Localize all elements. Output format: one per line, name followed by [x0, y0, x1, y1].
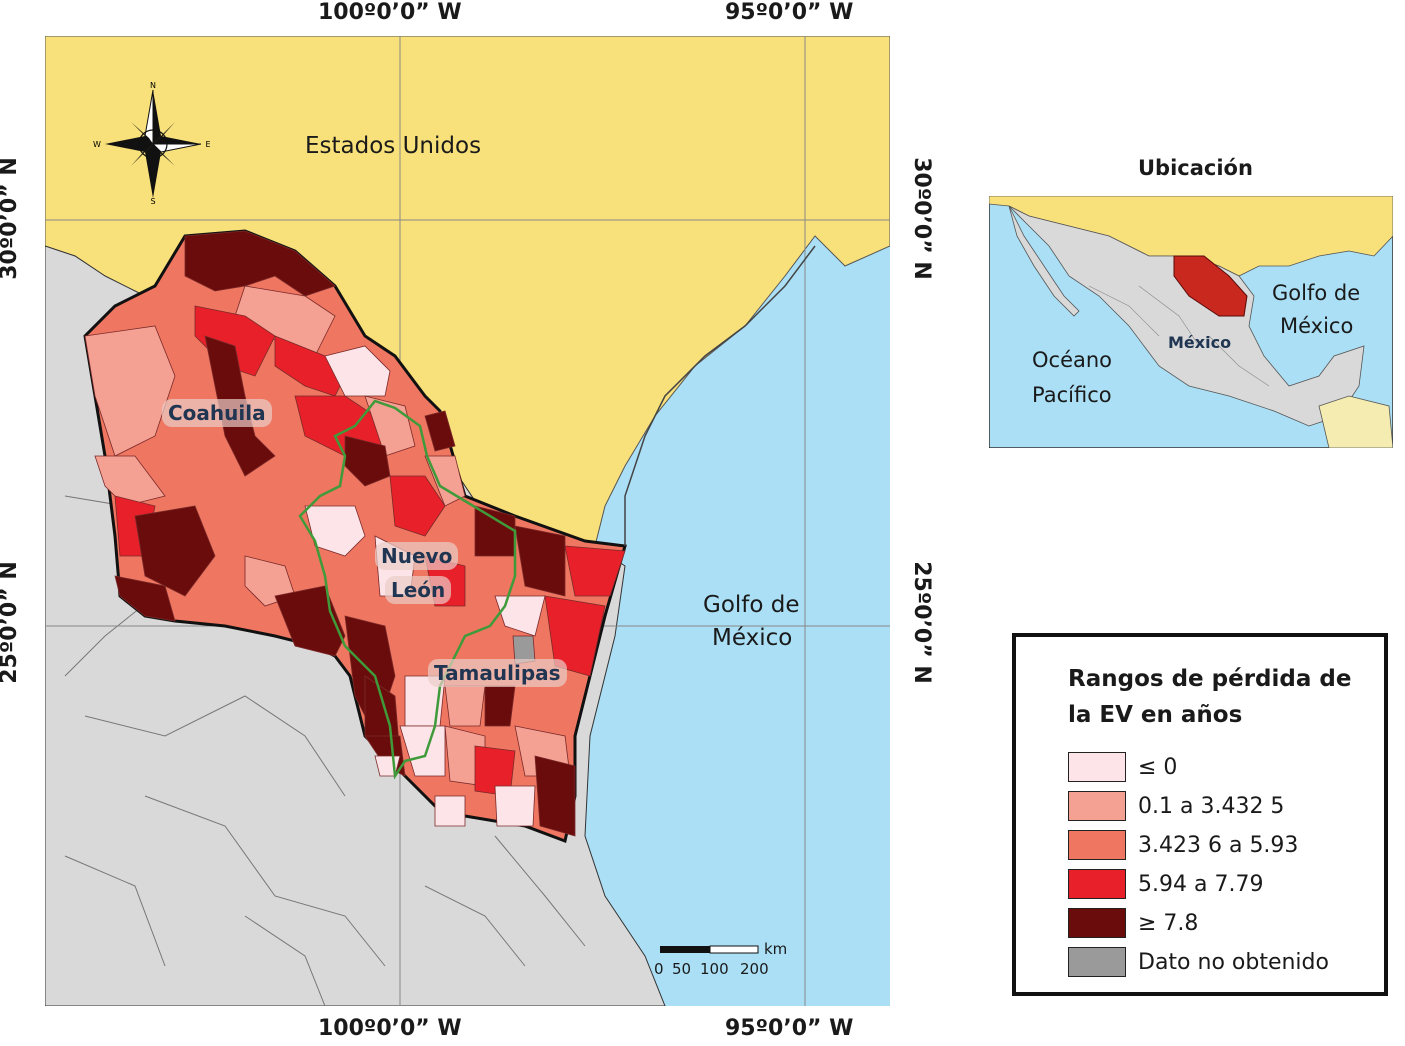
legend-swatch	[1068, 830, 1126, 860]
legend-item-range-2: 3.423 6 a 5.93	[1068, 829, 1298, 861]
municipal-borders-grey	[64, 495, 586, 1006]
inset-title: Ubicación	[1138, 156, 1253, 180]
inset-mexico-label: México	[1168, 333, 1232, 352]
us-label: Estados Unidos	[305, 133, 482, 159]
main-map	[45, 36, 890, 1006]
compass-w: W	[93, 140, 101, 149]
right-lat-label-25: 25º0’0” N	[908, 561, 934, 684]
left-lat-label-30: 30º0’0” N	[0, 157, 22, 280]
legend-label: 5.94 a 7.79	[1138, 871, 1264, 897]
inset-ocean-label-line2: Pacífico	[1032, 383, 1112, 407]
scale-bar-graphic	[660, 945, 759, 954]
inset-mexico-land	[1008, 205, 1365, 427]
compass-s: S	[150, 197, 155, 206]
legend-item-no-data: Dato no obtenido	[1068, 946, 1329, 978]
legend-title: Rangos de pérdida de la EV en años	[1068, 661, 1351, 733]
nuevo-leon-label-line1: Nuevo	[375, 542, 459, 570]
legend-label: ≥ 7.8	[1138, 910, 1199, 936]
inset-gulf-label-line2: México	[1280, 314, 1354, 338]
bottom-lon-label-100: 100º0’0” W	[318, 1016, 462, 1041]
inset-ocean-label-line1: Océano	[1032, 348, 1113, 372]
legend: Rangos de pérdida de la EV en años ≤ 0 0…	[1012, 633, 1388, 996]
inset-baja	[1008, 205, 1080, 317]
nuevo-leon-border	[298, 399, 517, 780]
legend-item-ge-7-8: ≥ 7.8	[1068, 907, 1198, 939]
scale-tick-0: 0	[654, 960, 664, 978]
compass-n: N	[150, 81, 156, 90]
compass-e: E	[205, 140, 210, 149]
nuevo-leon-label-line2: León	[385, 576, 452, 604]
legend-title-line2: la EV en años	[1068, 702, 1243, 728]
gulf-label-line1: Golfo de	[703, 592, 800, 618]
legend-label: 0.1 a 3.432 5	[1138, 793, 1285, 819]
coastline	[624, 245, 816, 546]
scale-bar: km 0 50 100 200	[652, 940, 787, 978]
coahuila-label: Coahuila	[162, 399, 272, 427]
top-lon-label-95: 95º0’0” W	[725, 0, 854, 25]
inset-map	[989, 196, 1393, 448]
legend-item-le-0: ≤ 0	[1068, 751, 1177, 783]
inset-study-region	[1173, 255, 1248, 317]
inset-gulf-label-line1: Golfo de	[1272, 281, 1361, 305]
bottom-lon-label-95: 95º0’0” W	[725, 1016, 854, 1041]
legend-label: ≤ 0	[1138, 754, 1178, 780]
legend-swatch	[1068, 908, 1126, 938]
municipalities	[84, 230, 626, 837]
legend-item-range-3: 5.94 a 7.79	[1068, 868, 1263, 900]
compass-rose: N S E W	[93, 81, 210, 206]
legend-label: Dato no obtenido	[1138, 949, 1329, 975]
legend-swatch	[1068, 752, 1126, 782]
gulf-label-line2: México	[712, 625, 793, 651]
right-lat-label-30: 30º0’0” N	[908, 157, 934, 280]
legend-swatch	[1068, 947, 1126, 977]
scale-tick-100: 100	[700, 960, 729, 978]
tamaulipas-label: Tamaulipas	[428, 659, 567, 687]
scale-tick-200: 200	[740, 960, 769, 978]
legend-swatch	[1068, 791, 1126, 821]
inset-borders	[1088, 285, 1270, 387]
legend-swatch	[1068, 869, 1126, 899]
inset-central-america	[1318, 395, 1393, 448]
legend-item-range-1: 0.1 a 3.432 5	[1068, 790, 1284, 822]
legend-label: 3.423 6 a 5.93	[1138, 832, 1299, 858]
scale-tick-50: 50	[672, 960, 692, 978]
scale-unit: km	[764, 940, 788, 958]
legend-title-line1: Rangos de pérdida de	[1068, 666, 1352, 692]
top-lon-label-100: 100º0’0” W	[318, 0, 462, 25]
left-lat-label-25: 25º0’0” N	[0, 561, 22, 684]
